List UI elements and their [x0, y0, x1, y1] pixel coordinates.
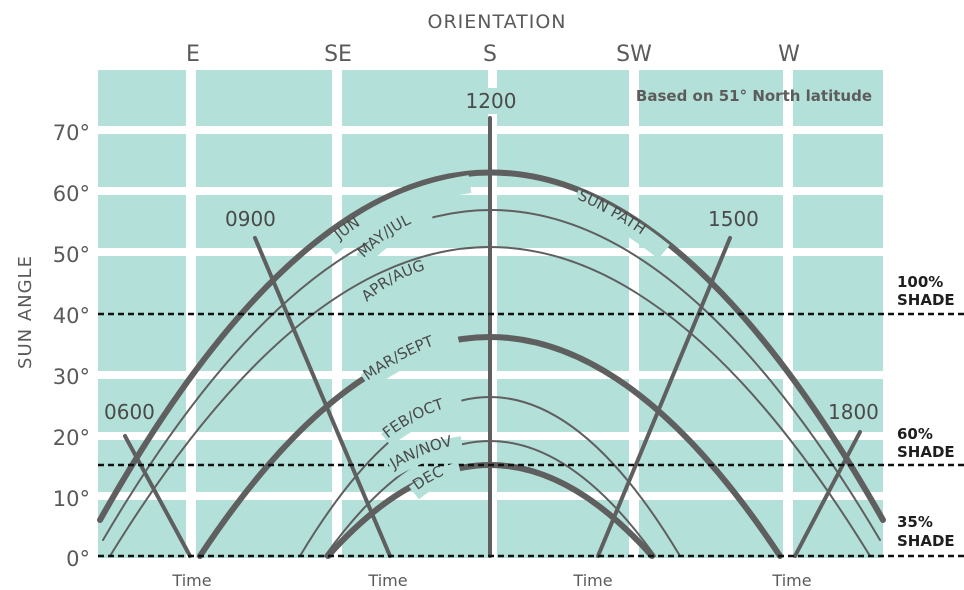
hour-line-1500	[596, 236, 732, 558]
hour-lines	[123, 116, 862, 558]
shade-60-pct: 60%	[897, 425, 933, 443]
orientation-e: E	[186, 42, 200, 67]
shade-100-word: SHADE	[897, 291, 955, 309]
y-tick-10: 10°	[53, 487, 90, 511]
hour-label-1800: 1800	[828, 400, 879, 424]
orientation-s: S	[483, 42, 497, 67]
hour-line-0900	[253, 236, 392, 558]
hour-label-backer-1200	[460, 88, 522, 114]
y-tick-60: 60°	[53, 182, 90, 206]
time-label-1: Time	[171, 571, 211, 590]
hour-line-1800	[793, 430, 862, 558]
y-tick-30: 30°	[53, 365, 90, 389]
orientation-w: W	[778, 42, 800, 67]
shade-35-word: SHADE	[897, 532, 955, 550]
orientation-title: ORIENTATION	[427, 11, 566, 33]
hour-label-0600: 0600	[104, 400, 155, 424]
y-tick-40: 40°	[53, 304, 90, 328]
orientation-sw: SW	[616, 42, 652, 67]
hour-label-0900: 0900	[225, 207, 276, 231]
time-label-3: Time	[572, 571, 612, 590]
time-label-4: Time	[771, 571, 811, 590]
hour-line-0600	[123, 434, 192, 558]
shade-labels: 100% SHADE 60% SHADE 35% SHADE	[897, 273, 955, 550]
month-label-backers	[324, 175, 670, 500]
y-tick-20: 20°	[53, 426, 90, 450]
grid-line-se	[332, 70, 342, 558]
orientation-se: SE	[324, 42, 352, 67]
shade-lines	[98, 312, 964, 558]
latitude-note: Based on 51° North latitude	[636, 87, 872, 105]
y-axis-label: SUN ANGLE	[15, 255, 36, 369]
hour-label-1500: 1500	[708, 207, 759, 231]
y-axis-ticks: 70° 60° 50° 40° 30° 20° 10° 0°	[53, 121, 90, 571]
shade-100-pct: 100%	[897, 273, 943, 291]
hour-label-1200: 1200	[466, 89, 517, 113]
shade-35-pct: 35%	[897, 513, 933, 531]
time-label-2: Time	[367, 571, 407, 590]
y-tick-0: 0°	[66, 547, 90, 571]
y-tick-70: 70°	[53, 121, 90, 145]
shade-60-word: SHADE	[897, 443, 955, 461]
y-tick-50: 50°	[53, 243, 90, 267]
